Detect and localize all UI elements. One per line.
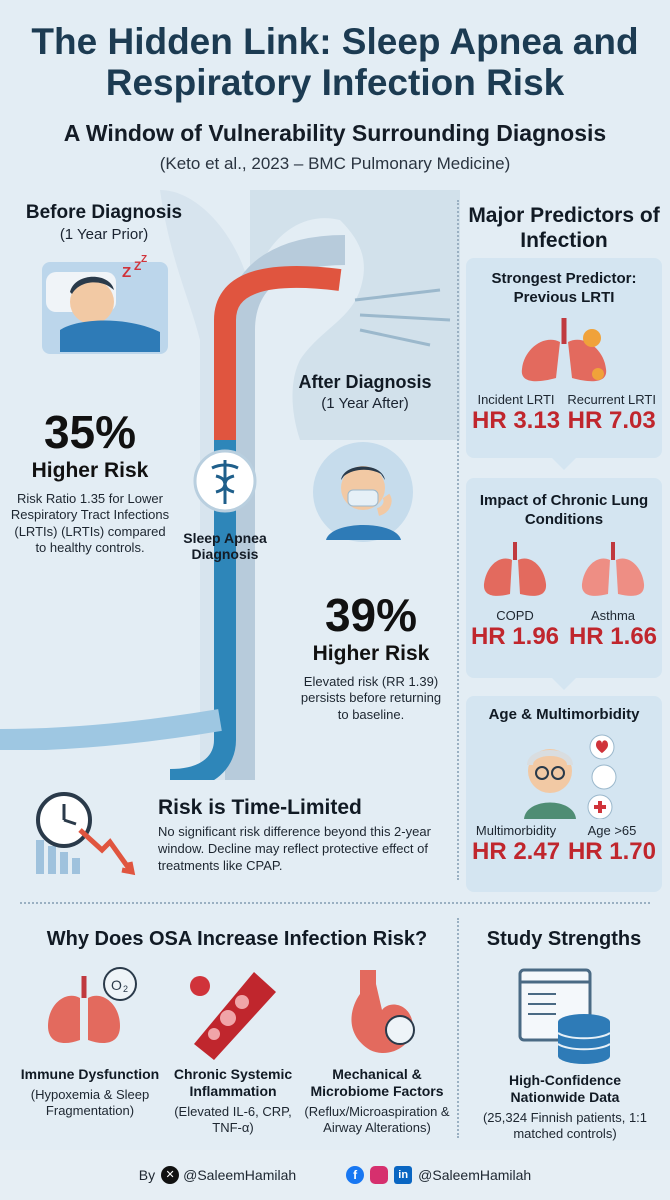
- time-limited-heading: Risk is Time-Limited: [158, 796, 362, 819]
- strengths-title: High-Confidence Nationwide Data: [509, 1072, 621, 1105]
- caduceus-icon: [193, 449, 257, 513]
- svg-text:Z: Z: [122, 264, 131, 281]
- age-heading: Age & Multimorbidity: [488, 706, 640, 723]
- footer-handle-social[interactable]: @SaleemHamilah: [418, 1167, 532, 1183]
- multimorbidity: Multimorbidity HR 2.47: [472, 823, 561, 865]
- clock-decline-icon: [36, 792, 136, 876]
- database-icon: [518, 968, 611, 1064]
- footer-handle-x[interactable]: @SaleemHamilah: [183, 1167, 297, 1183]
- page-title: The Hidden Link: Sleep Apnea and Respira…: [31, 21, 639, 103]
- why-item-mechanical: Mechanical & Microbiome Factors (Reflux/…: [304, 1066, 450, 1135]
- sleeping-person-icon: Z Z Z: [42, 254, 168, 354]
- instagram-icon[interactable]: [370, 1166, 389, 1184]
- before-percent: 35%: [43, 406, 137, 458]
- strengths-sub: (25,324 Finnish patients, 1:1 matched co…: [482, 1109, 648, 1141]
- chronic-lung-card: Impact of Chronic Lung Conditions COPD H…: [466, 478, 662, 678]
- after-risk: Higher Risk: [312, 642, 430, 665]
- citation: (Keto et al., 2023 – BMC Pulmonary Medic…: [159, 154, 511, 173]
- section-divider: [457, 918, 459, 1138]
- before-note: Risk Ratio 1.35 for Lower Respiratory Tr…: [10, 491, 170, 555]
- facebook-icon[interactable]: f: [346, 1166, 365, 1184]
- svg-text:O: O: [111, 977, 122, 993]
- section-divider: [20, 902, 650, 904]
- lungs-infection-icon: [521, 317, 607, 381]
- after-sub: (1 Year After): [321, 395, 409, 412]
- before-section: Before Diagnosis (1 Year Prior): [14, 202, 194, 243]
- copd-lungs-icon: [483, 541, 547, 596]
- why-item-immune: Immune Dysfunction (Hypoxemia & Sleep Fr…: [20, 1066, 160, 1119]
- footer: By ✕ @SaleemHamilah f in @SaleemHamilah: [0, 1150, 670, 1200]
- airway-tail: [0, 709, 222, 750]
- after-note: Elevated risk (RR 1.39) persists before …: [300, 674, 442, 722]
- time-limited: Risk is Time-Limited No significant risk…: [158, 796, 448, 875]
- chevron-down-icon: [552, 458, 576, 470]
- age-multimorbidity-card: Age & Multimorbidity Multimorbidity HR 2…: [466, 696, 662, 892]
- footer-by: By: [138, 1167, 156, 1183]
- page-subtitle: A Window of Vulnerability Surrounding Di…: [63, 120, 607, 146]
- chronic-heading: Impact of Chronic Lung Conditions: [479, 492, 649, 528]
- before-stats: 35% Higher Risk Risk Ratio 1.35 for Lowe…: [0, 405, 180, 556]
- before-risk: Higher Risk: [31, 459, 149, 482]
- svg-text:2: 2: [123, 984, 128, 994]
- incident-lrti: Incident LRTI HR 3.13: [472, 391, 561, 434]
- strengths-content: High-Confidence Nationwide Data (25,324 …: [470, 1072, 660, 1142]
- strongest-heading: Strongest Predictor: Previous LRTI: [491, 270, 637, 306]
- strengths-heading: Study Strengths: [486, 928, 642, 950]
- asthma: Asthma HR 1.66: [568, 607, 658, 650]
- after-stats: 39% Higher Risk Elevated risk (RR 1.39) …: [286, 588, 456, 723]
- coughing-person-icon: [313, 442, 413, 542]
- after-section: After Diagnosis (1 Year After): [280, 372, 450, 412]
- svg-text:Z: Z: [134, 259, 141, 273]
- age-over-65: Age >65 HR 1.70: [567, 823, 656, 865]
- recurrent-lrti: Recurrent LRTI HR 7.03: [567, 391, 656, 434]
- lungs-oxygen-icon: O 2: [48, 967, 137, 1044]
- copd: COPD HR 1.96: [470, 607, 560, 650]
- after-heading: After Diagnosis: [298, 372, 432, 392]
- linkedin-icon[interactable]: in: [394, 1166, 413, 1184]
- diagnosis-label: Sleep Apnea Diagnosis: [183, 530, 267, 562]
- stomach-icon: [351, 970, 415, 1054]
- time-limited-text: No significant risk difference beyond th…: [158, 824, 431, 873]
- x-icon[interactable]: ✕: [161, 1166, 180, 1184]
- before-sub: (1 Year Prior): [59, 226, 149, 243]
- elderly-person-icon: [524, 734, 617, 819]
- predictors-heading: Major Predictors of Infection: [468, 204, 660, 253]
- svg-text:Z: Z: [141, 254, 147, 265]
- chevron-down-icon: [552, 678, 576, 690]
- why-item-inflammation: Chronic Systemic Inflammation (Elevated …: [173, 1066, 293, 1135]
- asthma-lungs-icon: [581, 541, 645, 596]
- why-heading: Why Does OSA Increase Infection Risk?: [46, 928, 428, 950]
- blood-vessel-icon: [190, 972, 276, 1060]
- after-percent: 39%: [324, 589, 418, 641]
- section-divider: [457, 200, 459, 880]
- before-heading: Before Diagnosis: [25, 202, 183, 223]
- strongest-predictor-card: Strongest Predictor: Previous LRTI Incid…: [466, 258, 662, 458]
